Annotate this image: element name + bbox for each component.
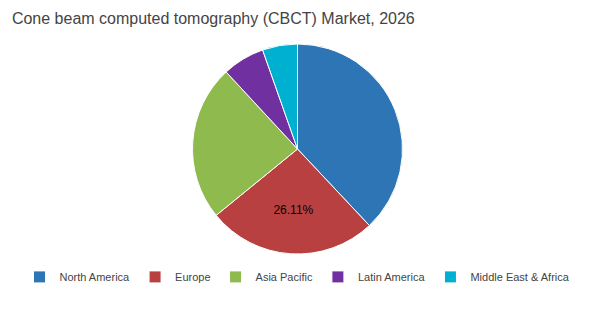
svg-text:Middle East & Africa: Middle East & Africa <box>470 271 569 283</box>
svg-text:Asia Pacific: Asia Pacific <box>256 271 313 283</box>
svg-text:26.11%: 26.11% <box>273 203 313 217</box>
svg-text:Europe: Europe <box>175 271 210 283</box>
svg-text:Cone beam computed tomography: Cone beam computed tomography (CBCT) Mar… <box>12 10 415 27</box>
svg-text:Latin America: Latin America <box>358 271 426 283</box>
svg-text:North America: North America <box>60 271 131 283</box>
